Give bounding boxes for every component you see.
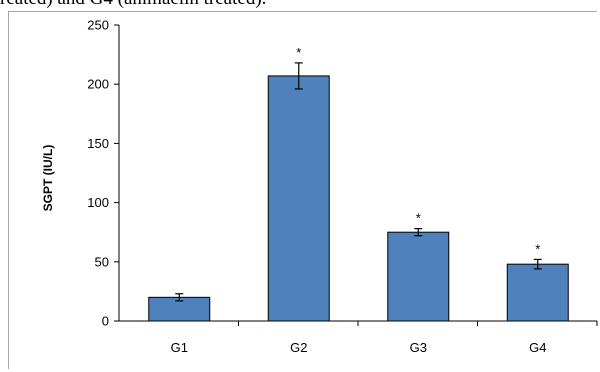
bars: * * * [148, 45, 569, 322]
x-tick-label: G1 [171, 340, 188, 355]
y-tick-label: 200 [87, 77, 109, 92]
y-axis-label: SGPT (IU/L) [41, 145, 55, 212]
chart-frame [8, 11, 597, 369]
significance-asterisk: * [416, 211, 421, 226]
y-tick-label: 250 [87, 18, 109, 33]
y-tick-label: 50 [95, 254, 109, 269]
significance-asterisk: * [296, 45, 301, 60]
significance-asterisk: * [535, 241, 540, 256]
bar-g2 [267, 75, 330, 322]
x-axis: G1 G2 G3 G4 [119, 320, 598, 355]
figure-caption: reated) and G4 (animaelin treated). [0, 0, 266, 11]
x-tick-label: G4 [529, 340, 546, 355]
x-tick-label: G2 [290, 340, 307, 355]
y-tick-label: 100 [87, 195, 109, 210]
x-tick-label: G3 [410, 340, 427, 355]
bar-g3 [387, 231, 450, 322]
bar-g4 [506, 263, 569, 322]
y-tick-label: 0 [102, 314, 109, 329]
y-tick-label: 150 [87, 136, 109, 151]
y-axis: 0 50 100 150 200 250 [87, 18, 120, 329]
